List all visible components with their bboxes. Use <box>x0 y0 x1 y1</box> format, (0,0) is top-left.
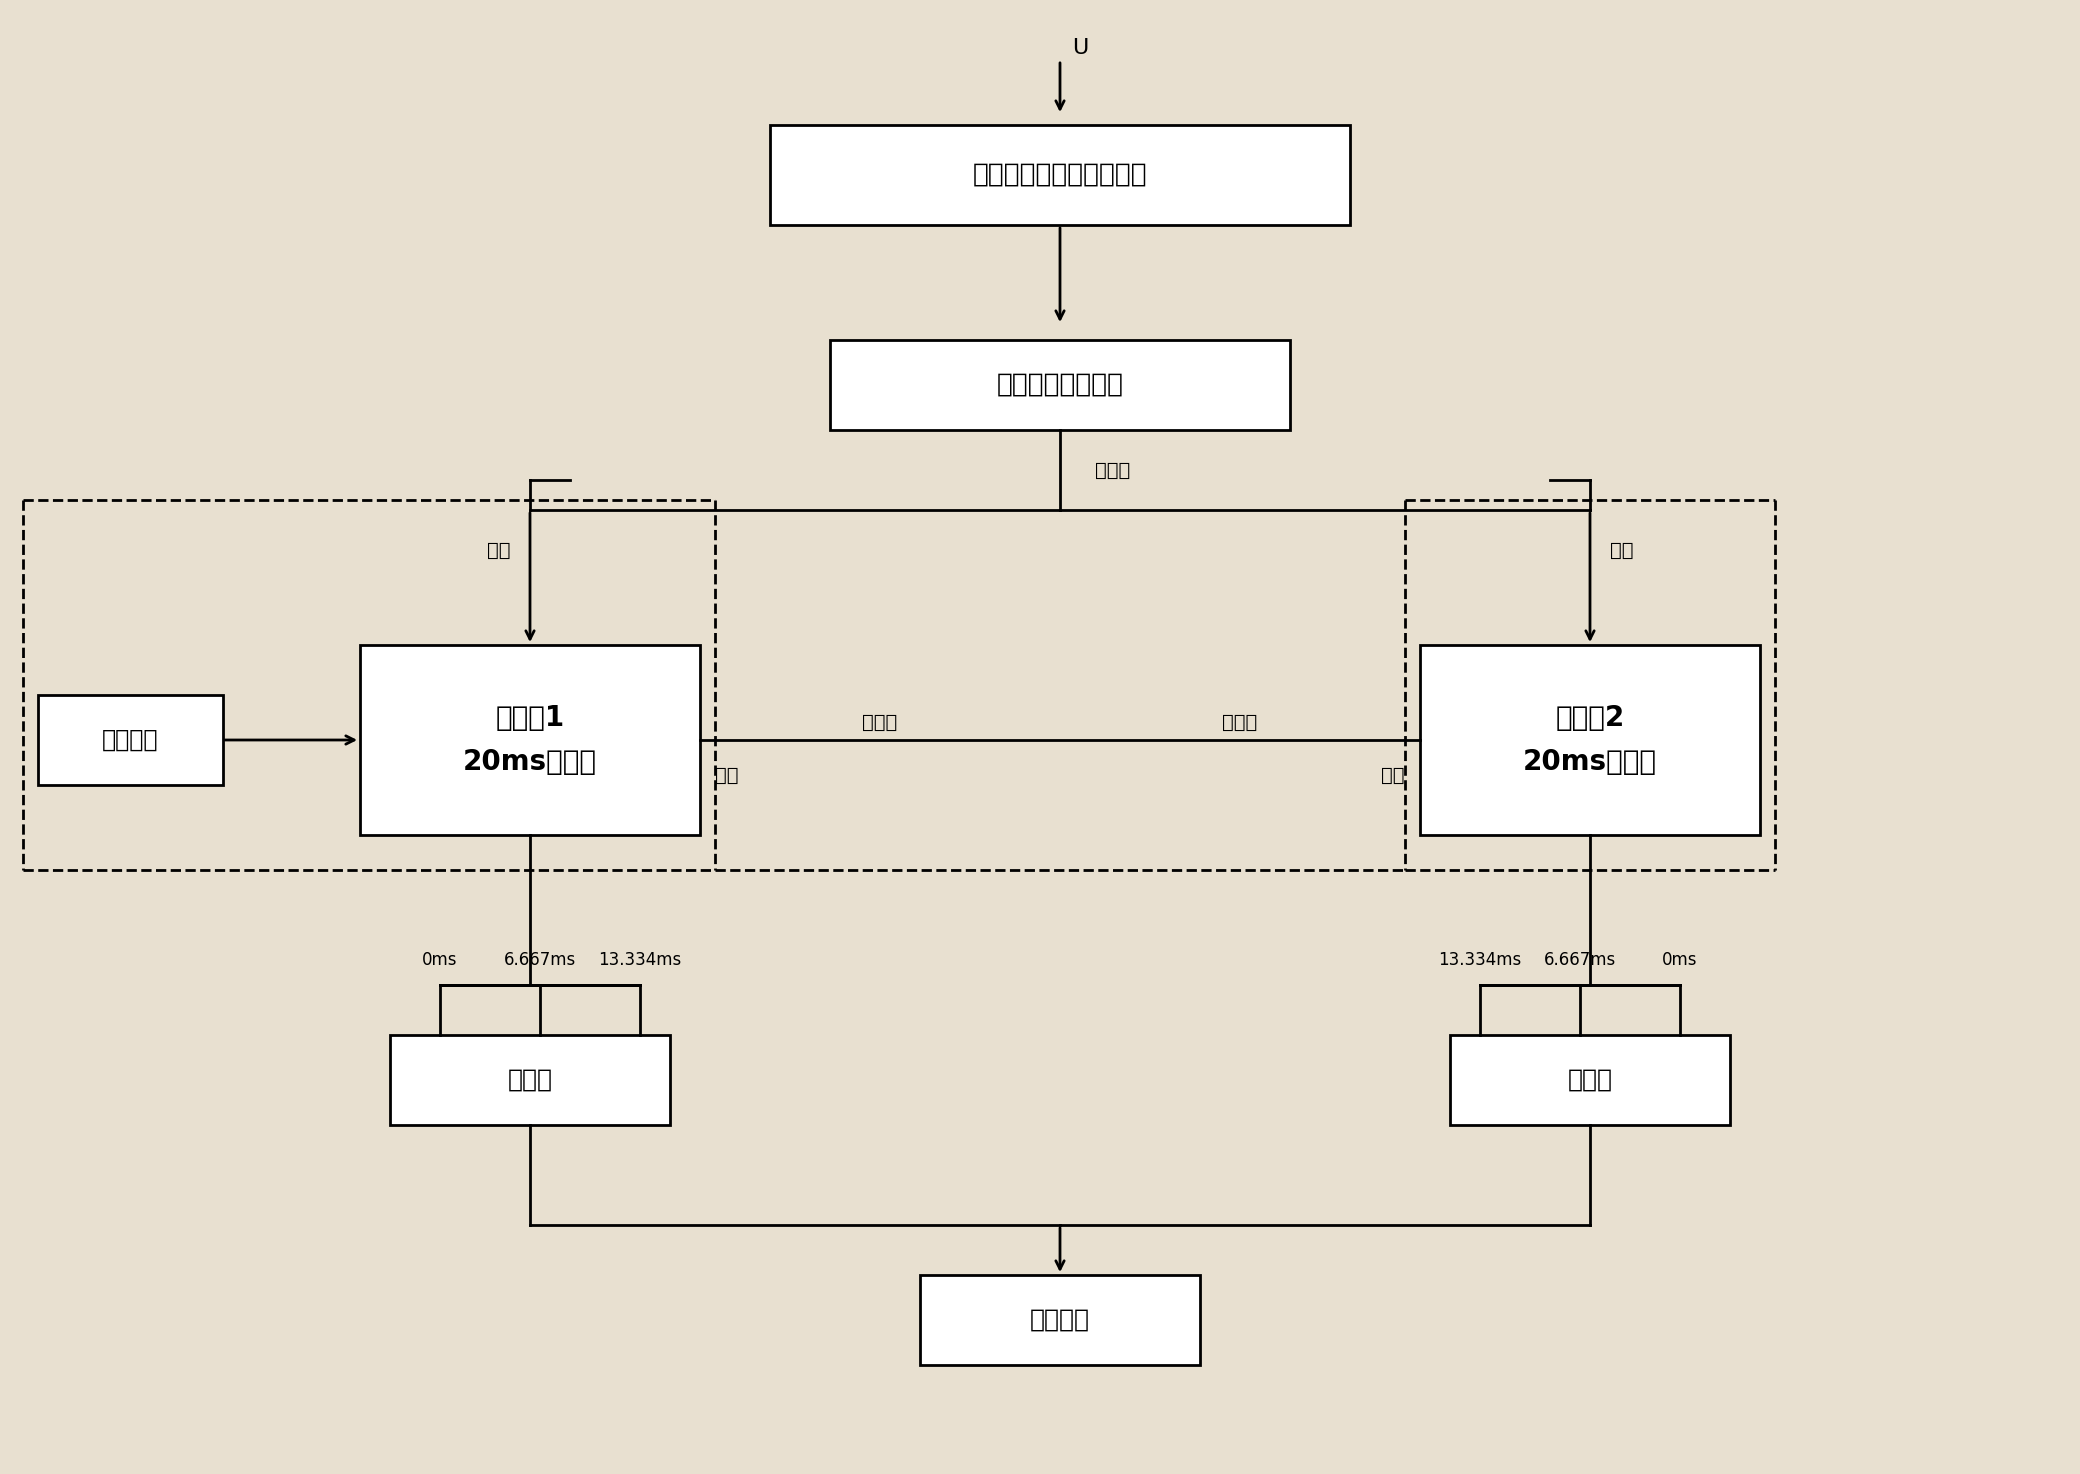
Text: 时钟电路: 时钟电路 <box>102 728 158 752</box>
Text: 停止: 停止 <box>1381 765 1404 784</box>
Bar <box>1450 1035 1731 1125</box>
Text: 比较器: 比较器 <box>508 1069 553 1092</box>
Text: 计时器2: 计时器2 <box>1556 705 1624 733</box>
Text: 第三次: 第三次 <box>1223 712 1258 731</box>
Text: 启动: 启动 <box>487 541 510 560</box>
Text: 6.667ms: 6.667ms <box>503 951 576 968</box>
Text: 启动: 启动 <box>1610 541 1633 560</box>
Bar <box>1421 646 1760 834</box>
Text: 0ms: 0ms <box>1662 951 1697 968</box>
Text: 13.334ms: 13.334ms <box>599 951 682 968</box>
Text: 第二次: 第二次 <box>863 712 899 731</box>
Text: 比较器: 比较器 <box>1568 1069 1612 1092</box>
Bar <box>919 1275 1200 1365</box>
Bar <box>770 125 1350 226</box>
Text: 显示回路: 显示回路 <box>1030 1307 1090 1332</box>
Text: 采样次数选择电路: 采样次数选择电路 <box>996 371 1123 398</box>
Text: 0ms: 0ms <box>422 951 458 968</box>
Text: 20ms自复位: 20ms自复位 <box>464 747 597 775</box>
Text: 停止: 停止 <box>716 765 738 784</box>
Text: 第一次: 第一次 <box>1094 460 1129 479</box>
Bar <box>391 1035 670 1125</box>
Text: U: U <box>1071 38 1088 57</box>
Bar <box>360 646 701 834</box>
Text: 13.334ms: 13.334ms <box>1439 951 1523 968</box>
Text: 20ms自复位: 20ms自复位 <box>1523 747 1658 775</box>
Bar <box>37 696 223 786</box>
Text: 6.667ms: 6.667ms <box>1543 951 1616 968</box>
Text: 电压上升沿过零采样电路: 电压上升沿过零采样电路 <box>973 162 1148 189</box>
Bar <box>830 340 1290 430</box>
Text: 计时器1: 计时器1 <box>495 705 564 733</box>
